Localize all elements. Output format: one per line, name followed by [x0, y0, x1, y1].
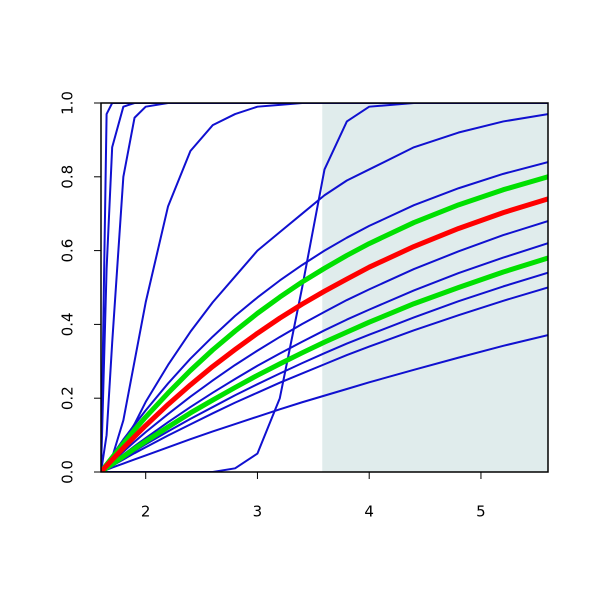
x-tick-label: 5 — [476, 503, 486, 521]
series-line — [101, 103, 548, 472]
series-line — [101, 174, 548, 472]
series-line — [101, 255, 548, 472]
x-tick-label: 3 — [253, 503, 263, 521]
series-line — [101, 161, 548, 472]
series-line — [101, 220, 548, 472]
series-line — [101, 286, 548, 472]
line-layer — [101, 103, 548, 472]
series-line — [101, 196, 548, 472]
axis-layer: 2 3 4 5 0.0 0.2 0.4 0.6 0.8 1.0 — [59, 91, 486, 520]
y-tick-label: 0.8 — [59, 165, 77, 189]
plot-frame — [100, 102, 549, 473]
y-tick-label: 0.2 — [59, 386, 77, 410]
y-tick-label: 0.6 — [59, 239, 77, 263]
shade-layer — [322, 103, 548, 472]
y-tick-label: 1.0 — [59, 91, 77, 115]
y-tick-label: 0.4 — [59, 312, 77, 336]
x-tick-label: 2 — [141, 503, 151, 521]
series-line — [101, 334, 548, 472]
series-line — [101, 103, 548, 472]
series-line — [101, 103, 548, 472]
shaded-region — [322, 103, 548, 472]
x-tick-label: 4 — [364, 503, 374, 521]
y-tick-label: 0.0 — [59, 460, 77, 484]
